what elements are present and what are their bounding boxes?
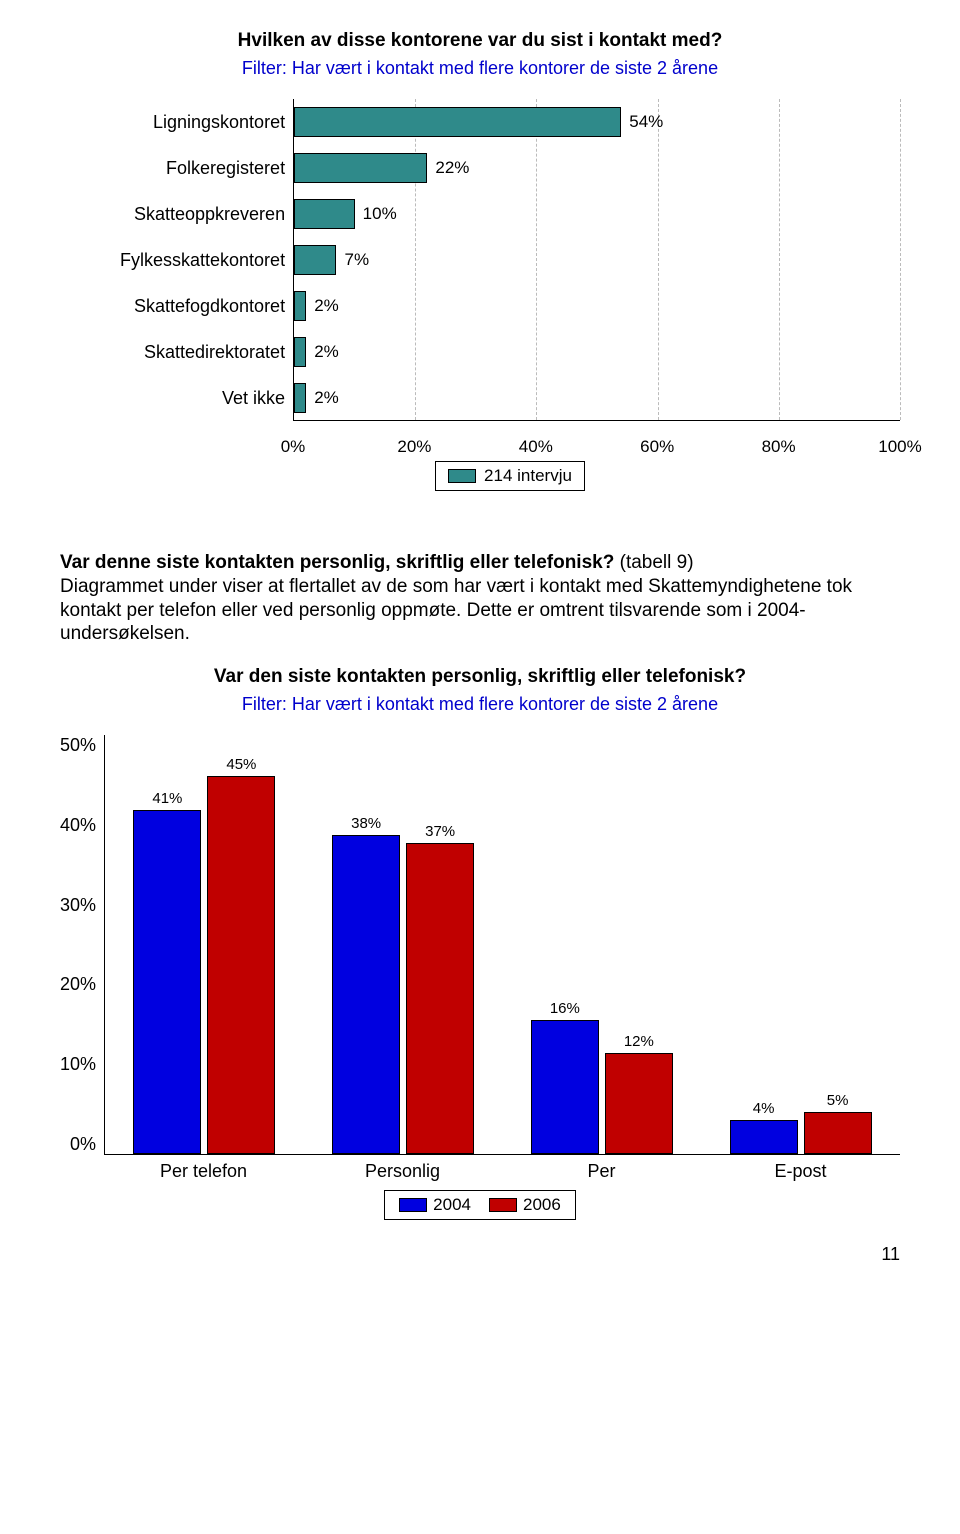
chart1-plot: 54% 22% 10% 7% 2% 2% 2% <box>293 99 900 421</box>
chart2-category-label: Personlig <box>332 1161 474 1182</box>
chart2-ytick: 40% <box>60 815 96 836</box>
chart1-category-label: Skattedirektoratet <box>120 329 285 375</box>
chart2-bar-value: 5% <box>827 1092 849 1109</box>
chart2-bar-value: 4% <box>753 1100 775 1117</box>
chart2-bar-value: 37% <box>425 823 455 840</box>
chart2-plot: 41% 45% 38% 37% 16% 12% 4% 5% <box>104 735 900 1155</box>
page-number: 11 <box>60 1244 900 1265</box>
chart2-category-label: Per telefon <box>133 1161 275 1182</box>
chart1-category-label: Ligningskontoret <box>120 99 285 145</box>
chart2-bar-value: 41% <box>152 790 182 807</box>
chart1-bar <box>294 107 621 137</box>
chart2-bar-value: 45% <box>226 756 256 773</box>
chart2-legend-box: 2004 2006 <box>384 1190 576 1220</box>
chart2-ytick: 0% <box>70 1134 96 1155</box>
chart2-legend-item: 2004 <box>399 1195 471 1215</box>
chart1-subtitle: Filter: Har vært i kontakt med flere kon… <box>60 58 900 79</box>
chart1-bar-value: 2% <box>314 296 339 316</box>
chart1-xtick: 80% <box>762 437 796 457</box>
chart2-category-label: Per <box>531 1161 673 1182</box>
chart1-xticks: 0%20%40%60%80%100% <box>293 435 900 457</box>
chart1-ylabels: LigningskontoretFolkeregisteretSkatteopp… <box>120 99 293 421</box>
chart2-bar-value: 16% <box>550 1000 580 1017</box>
chart2-ytick: 50% <box>60 735 96 756</box>
chart2-ylabels: 50% 40% 30% 20% 10% 0% <box>60 735 104 1155</box>
paragraph-body: Diagrammet under viser at flertallet av … <box>60 576 852 645</box>
chart2-legend-swatch <box>399 1198 427 1212</box>
chart2-legend-item: 2006 <box>489 1195 561 1215</box>
chart2-ytick: 30% <box>60 895 96 916</box>
chart1-bar-value: 2% <box>314 388 339 408</box>
chart1-bar <box>294 291 306 321</box>
chart2-bar <box>332 835 400 1154</box>
chart2-bar-value: 38% <box>351 815 381 832</box>
chart1-legend-swatch <box>448 469 476 483</box>
chart1-bar-value: 54% <box>629 112 663 132</box>
chart1-bar <box>294 245 336 275</box>
chart2-bar <box>406 843 474 1154</box>
chart1: LigningskontoretFolkeregisteretSkatteopp… <box>120 99 900 421</box>
paragraph: Var denne siste kontakten personlig, skr… <box>60 551 900 646</box>
chart1-bar <box>294 337 306 367</box>
chart2-bar <box>531 1020 599 1154</box>
chart2-bar <box>207 776 275 1154</box>
chart2-legend: 2004 2006 <box>60 1190 900 1220</box>
chart1-title: Hvilken av disse kontorene var du sist i… <box>60 30 900 52</box>
chart1-xtick: 60% <box>640 437 674 457</box>
chart2-bar <box>730 1120 798 1154</box>
chart2-category-label: E-post <box>730 1161 872 1182</box>
chart2-bar <box>804 1112 872 1154</box>
chart2-groups: 41% 45% 38% 37% 16% 12% 4% 5% <box>105 735 900 1154</box>
paragraph-question: Var denne siste kontakten personlig, skr… <box>60 552 614 573</box>
chart2-bar <box>133 810 201 1154</box>
chart1-bar-value: 10% <box>363 204 397 224</box>
chart1-xtick: 100% <box>878 437 921 457</box>
chart1-axis: 0%20%40%60%80%100% <box>120 435 900 457</box>
chart1-bar <box>294 383 306 413</box>
chart1-category-label: Folkeregisteret <box>120 145 285 191</box>
chart2-bar <box>605 1053 673 1154</box>
chart1-xtick: 40% <box>519 437 553 457</box>
chart2-ytick: 10% <box>60 1054 96 1075</box>
chart2-ytick: 20% <box>60 974 96 995</box>
chart1-bar-value: 2% <box>314 342 339 362</box>
chart2: 50% 40% 30% 20% 10% 0% 41% 45% 38% 37% 16% 12% 4% 5% <box>60 735 900 1155</box>
chart2-legend-swatch <box>489 1198 517 1212</box>
chart1-bar <box>294 199 355 229</box>
chart1-category-label: Skattefogdkontoret <box>120 283 285 329</box>
chart1-xtick: 20% <box>397 437 431 457</box>
chart2-subtitle: Filter: Har vært i kontakt med flere kon… <box>60 694 900 715</box>
chart1-legend: 214 intervju <box>120 461 900 491</box>
chart2-xlabels: Per telefon Personlig Per E-post <box>104 1161 900 1182</box>
chart2-legend-label: 2004 <box>433 1195 471 1215</box>
paragraph-ref: (tabell 9) <box>614 552 693 573</box>
chart2-bar-value: 12% <box>624 1033 654 1050</box>
chart1-category-label: Skatteoppkreveren <box>120 191 285 237</box>
chart1-legend-label: 214 intervju <box>484 466 572 486</box>
chart2-title: Var den siste kontakten personlig, skrif… <box>60 666 900 688</box>
chart2-legend-label: 2006 <box>523 1195 561 1215</box>
chart1-category-label: Vet ikke <box>120 375 285 421</box>
chart1-legend-box: 214 intervju <box>435 461 585 491</box>
chart1-xtick: 0% <box>281 437 306 457</box>
chart1-bar-value: 7% <box>344 250 369 270</box>
chart1-bar <box>294 153 427 183</box>
chart1-bar-value: 22% <box>435 158 469 178</box>
chart1-category-label: Fylkesskattekontoret <box>120 237 285 283</box>
